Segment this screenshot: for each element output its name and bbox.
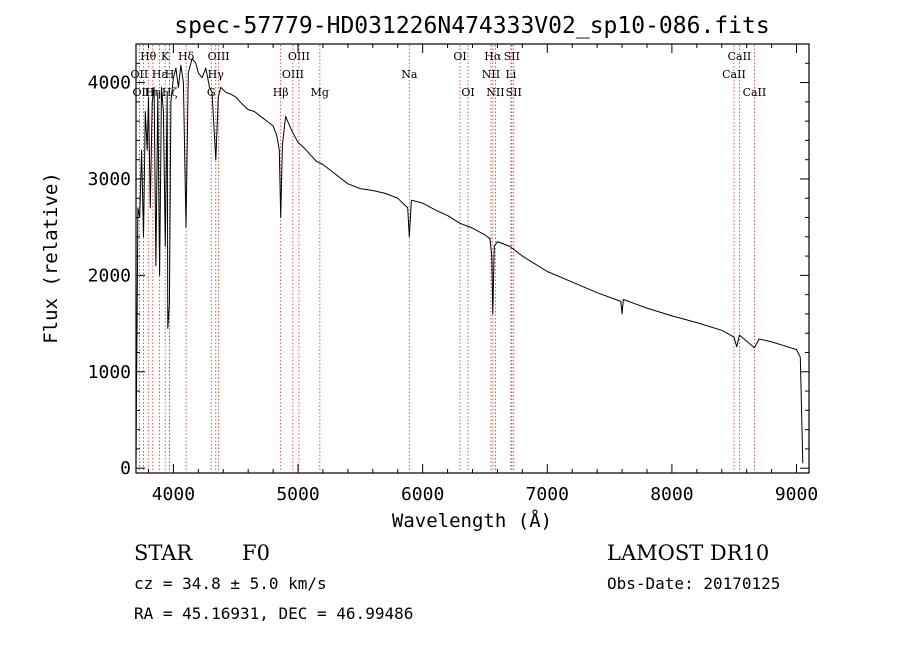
line-marker-label: CaII: [722, 68, 746, 81]
y-tick-label: 0: [120, 458, 131, 479]
line-marker-label: Mg: [311, 86, 329, 99]
spectrum-line: [135, 58, 804, 464]
line-marker-label: OIII: [282, 68, 304, 81]
x-tick-label: 6000: [401, 484, 444, 505]
y-tick-label: 4000: [88, 73, 131, 94]
survey-name: LAMOST DR10: [607, 541, 769, 565]
plot-frame: [135, 43, 810, 474]
line-marker-label: OIII: [288, 50, 310, 63]
line-marker-label: K: [161, 50, 170, 63]
obs-date-line: Obs-Date: 20170125: [607, 574, 780, 593]
line-marker-label: OI: [453, 50, 466, 63]
spectrum-series-layer: [135, 58, 804, 464]
line-marker-label: OIII: [132, 86, 154, 99]
line-marker-label: Hβ: [273, 86, 289, 99]
line-marker-label: Hα: [484, 50, 502, 63]
x-tick-label: 9000: [775, 484, 818, 505]
line-marker-label: Hγ: [208, 68, 225, 81]
chart-title: spec-57779-HD031226N474333V02_sp10-086.f…: [174, 13, 769, 39]
coords-line: RA = 45.16931, DEC = 46.99486: [134, 604, 413, 623]
line-marker-label: Hε: [152, 68, 168, 81]
y-tick-label: 1000: [88, 362, 131, 383]
line-marker-label: OIII: [208, 50, 230, 63]
line-marker-layer: [138, 45, 755, 472]
line-marker-label: NII: [482, 68, 500, 81]
line-marker-label: Hζ: [162, 86, 178, 99]
x-tick-label: 8000: [650, 484, 693, 505]
line-marker-label: Hδ: [178, 50, 195, 63]
line-marker-label: H: [165, 68, 175, 81]
line-marker-label: OII: [131, 68, 149, 81]
line-marker-label: Hθ: [140, 50, 157, 63]
line-marker-label: SII: [506, 86, 522, 99]
y-axis-label: Flux (relative): [40, 172, 62, 344]
x-tick-label: 4000: [152, 484, 195, 505]
line-marker-label: CaII: [728, 50, 752, 63]
line-marker-label: Hη: [145, 86, 161, 99]
redshift-line: cz = 34.8 ± 5.0 km/s: [134, 574, 327, 593]
line-marker-label: NII: [486, 86, 504, 99]
line-marker-label: Na: [401, 68, 418, 81]
x-tick-label: 5000: [276, 484, 319, 505]
y-axis: 0 1000 2000 3000 4000: [88, 43, 809, 479]
line-marker-label: Li: [505, 68, 516, 81]
object-type: STAR: [134, 541, 193, 565]
x-axis-label: Wavelength (Å): [392, 509, 552, 532]
x-axis: 4000 5000 6000 7000 8000 9000: [147, 44, 818, 505]
line-marker-label: OI: [461, 86, 474, 99]
line-marker-label: SII: [504, 50, 520, 63]
x-tick-label: 7000: [526, 484, 569, 505]
y-tick-label: 3000: [88, 169, 131, 190]
line-marker-label: CaII: [743, 86, 767, 99]
y-tick-label: 2000: [88, 265, 131, 286]
line-marker-label: G: [207, 86, 216, 99]
subclass: F0: [242, 541, 270, 565]
